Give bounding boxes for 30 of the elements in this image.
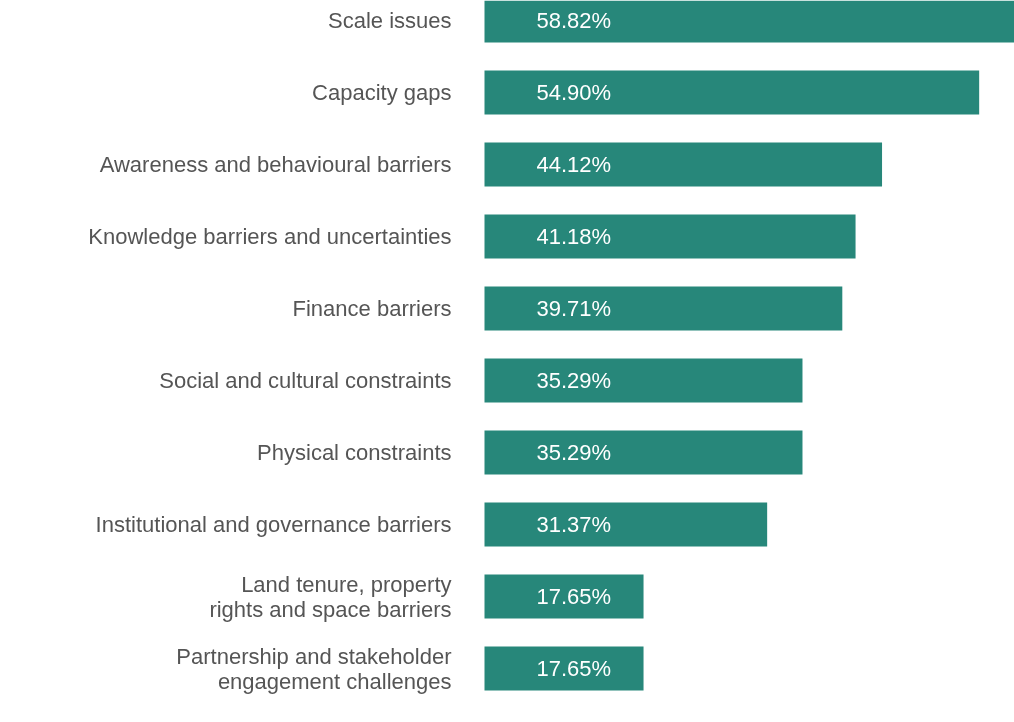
bar xyxy=(484,574,644,619)
data-label: 31.37% xyxy=(536,512,612,537)
data-label: 44.12% xyxy=(536,152,612,177)
data-label: 35.29% xyxy=(536,440,612,465)
data-label: 17.65% xyxy=(536,656,612,681)
data-label: 58.82% xyxy=(536,8,612,33)
data-label: 41.18% xyxy=(536,224,612,249)
y-tick-label: Land tenure, property rights and space barriers xyxy=(209,571,452,622)
data-label: 17.65% xyxy=(536,584,612,609)
bar xyxy=(484,286,843,331)
data-label: 54.90% xyxy=(536,80,612,105)
bar xyxy=(484,646,644,691)
data-label: 35.29% xyxy=(536,368,612,393)
y-tick-label: Social and cultural constraints xyxy=(159,368,452,393)
bar xyxy=(484,214,856,259)
y-tick-label: Capacity gaps xyxy=(312,80,452,105)
y-tick-label: Knowledge barriers and uncertainties xyxy=(88,224,452,249)
y-tick-label: Scale issues xyxy=(328,8,452,33)
y-tick-label: Physical constraints xyxy=(257,440,452,465)
bar xyxy=(484,358,803,403)
bar xyxy=(484,142,883,187)
y-tick-label: Finance barriers xyxy=(292,296,452,321)
bar xyxy=(484,430,803,475)
y-tick-label: Partnership and stakeholder engagement challenges xyxy=(176,643,452,694)
data-label: 39.71% xyxy=(536,296,612,321)
y-tick-label: Institutional and governance barriers xyxy=(95,512,452,537)
bar xyxy=(484,502,768,547)
y-tick-label: Awareness and behavioural barriers xyxy=(99,152,452,177)
bar xyxy=(484,70,980,115)
bar xyxy=(484,0,1014,43)
